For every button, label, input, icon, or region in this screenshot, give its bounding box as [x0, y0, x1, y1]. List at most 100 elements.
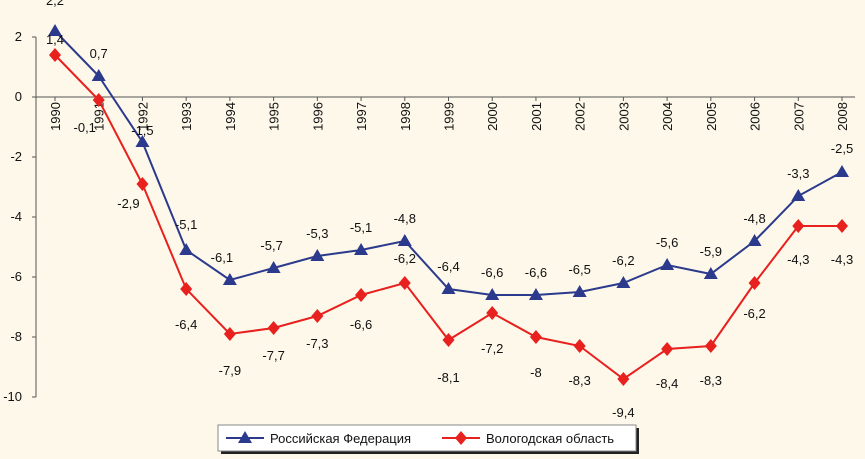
data-label-s2-2000: -7,2	[481, 341, 503, 356]
series-2-point-2004	[661, 342, 674, 356]
data-label-s2-2006: -6,2	[743, 306, 765, 321]
x-tick-label-2007: 2007	[791, 102, 806, 131]
data-label-s1-2001: -6,6	[525, 265, 547, 280]
legend: Российская Федерация Вологодская область	[217, 424, 639, 454]
data-label-s2-1997: -6,6	[350, 317, 372, 332]
x-tick-label-1999: 1999	[442, 102, 457, 131]
series-1-point-1990	[48, 24, 62, 36]
data-label-s1-2005: -5,9	[700, 244, 722, 259]
series-markers	[48, 24, 849, 386]
series-2-point-1990	[49, 48, 61, 62]
series-1-point-1999	[441, 282, 456, 294]
series-2-point-1994	[223, 327, 236, 341]
series-lines	[54, 30, 843, 381]
series-2-point-2005	[704, 339, 717, 353]
x-tick-label-2005: 2005	[704, 102, 719, 131]
series-2-point-1993	[180, 282, 193, 296]
y-tick-label: -8	[10, 329, 22, 344]
data-label-s2-1995: -7,7	[262, 348, 284, 363]
series-1-point-1991	[91, 69, 106, 81]
series-1-point-1992	[135, 135, 150, 147]
data-label-s1-1994: -6,1	[211, 250, 233, 265]
series-1-point-2001	[528, 288, 543, 300]
y-tick-label: -4	[10, 209, 22, 224]
series-1-point-2000	[485, 288, 500, 300]
series-1-point-2003	[616, 276, 631, 288]
series-2-point-2008	[836, 219, 848, 233]
series-1-point-2002	[572, 285, 587, 297]
series-1-point-2008	[835, 165, 849, 177]
series-2-point-2000	[486, 306, 499, 320]
x-tick-label-1990: 1990	[48, 102, 63, 131]
data-label-s1-1996: -5,3	[306, 226, 328, 241]
x-tick-label-1992: 1992	[135, 102, 150, 131]
legend-triangle-icon	[238, 431, 252, 443]
data-label-s1-2003: -6,2	[612, 253, 634, 268]
series-2-point-1991	[92, 93, 105, 107]
series-2-point-1996	[311, 309, 324, 323]
data-label-s1-2006: -4,8	[743, 211, 765, 226]
data-label-s2-2003: -9,4	[612, 405, 634, 420]
x-tick-label-1997: 1997	[354, 102, 369, 131]
series-1-point-1994	[222, 273, 237, 285]
series-2-point-1995	[267, 321, 280, 335]
series-1-point-1996	[310, 249, 325, 261]
x-tick-label-2004: 2004	[660, 102, 675, 131]
data-label-s1-2004: -5,6	[656, 235, 678, 250]
x-tick-label-2003: 2003	[616, 102, 631, 131]
series-1-point-1997	[354, 243, 369, 255]
data-label-s2-1992: -2,9	[117, 196, 139, 211]
series-2-point-2003	[617, 372, 630, 386]
data-label-s1-1995: -5,7	[260, 238, 282, 253]
data-label-s1-1991: 0,7	[90, 46, 108, 61]
data-label-s2-1993: -6,4	[175, 317, 197, 332]
y-tick-label: -2	[10, 149, 22, 164]
legend-box	[217, 424, 637, 452]
y-tick-label: 0	[15, 89, 22, 104]
series-1-point-2004	[660, 258, 675, 270]
legend-label-1: Российская Федерация	[270, 431, 411, 446]
series-2-point-1999	[442, 333, 455, 347]
data-label-s1-1992: -1,5	[131, 123, 153, 138]
x-tick-label-2006: 2006	[748, 102, 763, 131]
legend-diamond-icon	[455, 431, 467, 445]
data-label-s2-1999: -8,1	[437, 370, 459, 385]
x-tick-label-1995: 1995	[267, 102, 282, 131]
data-label-s1-1998: -4,8	[394, 211, 416, 226]
data-label-s1-2008: -2,5	[831, 141, 853, 156]
series-2-point-2001	[529, 330, 542, 344]
x-tick-label-2002: 2002	[573, 102, 588, 131]
data-label-s2-1998: -6,2	[394, 251, 416, 266]
series-1-point-2007	[791, 189, 806, 201]
data-label-s2-2004: -8,4	[656, 376, 678, 391]
data-label-s1-2000: -6,6	[481, 265, 503, 280]
data-label-s1-1997: -5,1	[350, 220, 372, 235]
series-2-point-1992	[136, 177, 149, 191]
series-1-point-2005	[703, 267, 718, 279]
data-label-s2-1994: -7,9	[219, 363, 241, 378]
x-tick-label-2001: 2001	[529, 102, 544, 131]
x-tick-label-1994: 1994	[223, 102, 238, 131]
series-1-point-1995	[266, 261, 281, 273]
series-2-point-2002	[573, 339, 586, 353]
data-label-s2-2002: -8,3	[568, 373, 590, 388]
data-label-s1-1993: -5,1	[175, 217, 197, 232]
x-tick-label-1993: 1993	[179, 102, 194, 131]
series-2-point-2006	[748, 276, 761, 290]
data-label-s1-1999: -6,4	[437, 259, 459, 274]
series-2-point-1997	[355, 288, 368, 302]
data-label-s1-2007: -3,3	[787, 166, 809, 181]
data-label-s2-2007: -4,3	[787, 252, 809, 267]
y-tick-label: -10	[3, 389, 22, 404]
data-label-s2-2008: -4,3	[831, 252, 853, 267]
data-labels: 2,2 0,7 -1,5 -5,1 -6,1 -5,7 -5,3 -5,1 -4,8 -6,4 -6…	[46, 0, 853, 420]
x-tick-label-2008: 2008	[835, 102, 850, 131]
series-2-point-2007	[792, 219, 805, 233]
legend-label-2: Вологодская область	[486, 431, 614, 446]
series-1-point-2006	[747, 234, 762, 246]
x-tick-label-2000: 2000	[485, 102, 500, 131]
y-tick-label: -6	[10, 269, 22, 284]
data-label-s1-2002: -6,5	[568, 262, 590, 277]
data-label-s2-2005: -8,3	[700, 373, 722, 388]
